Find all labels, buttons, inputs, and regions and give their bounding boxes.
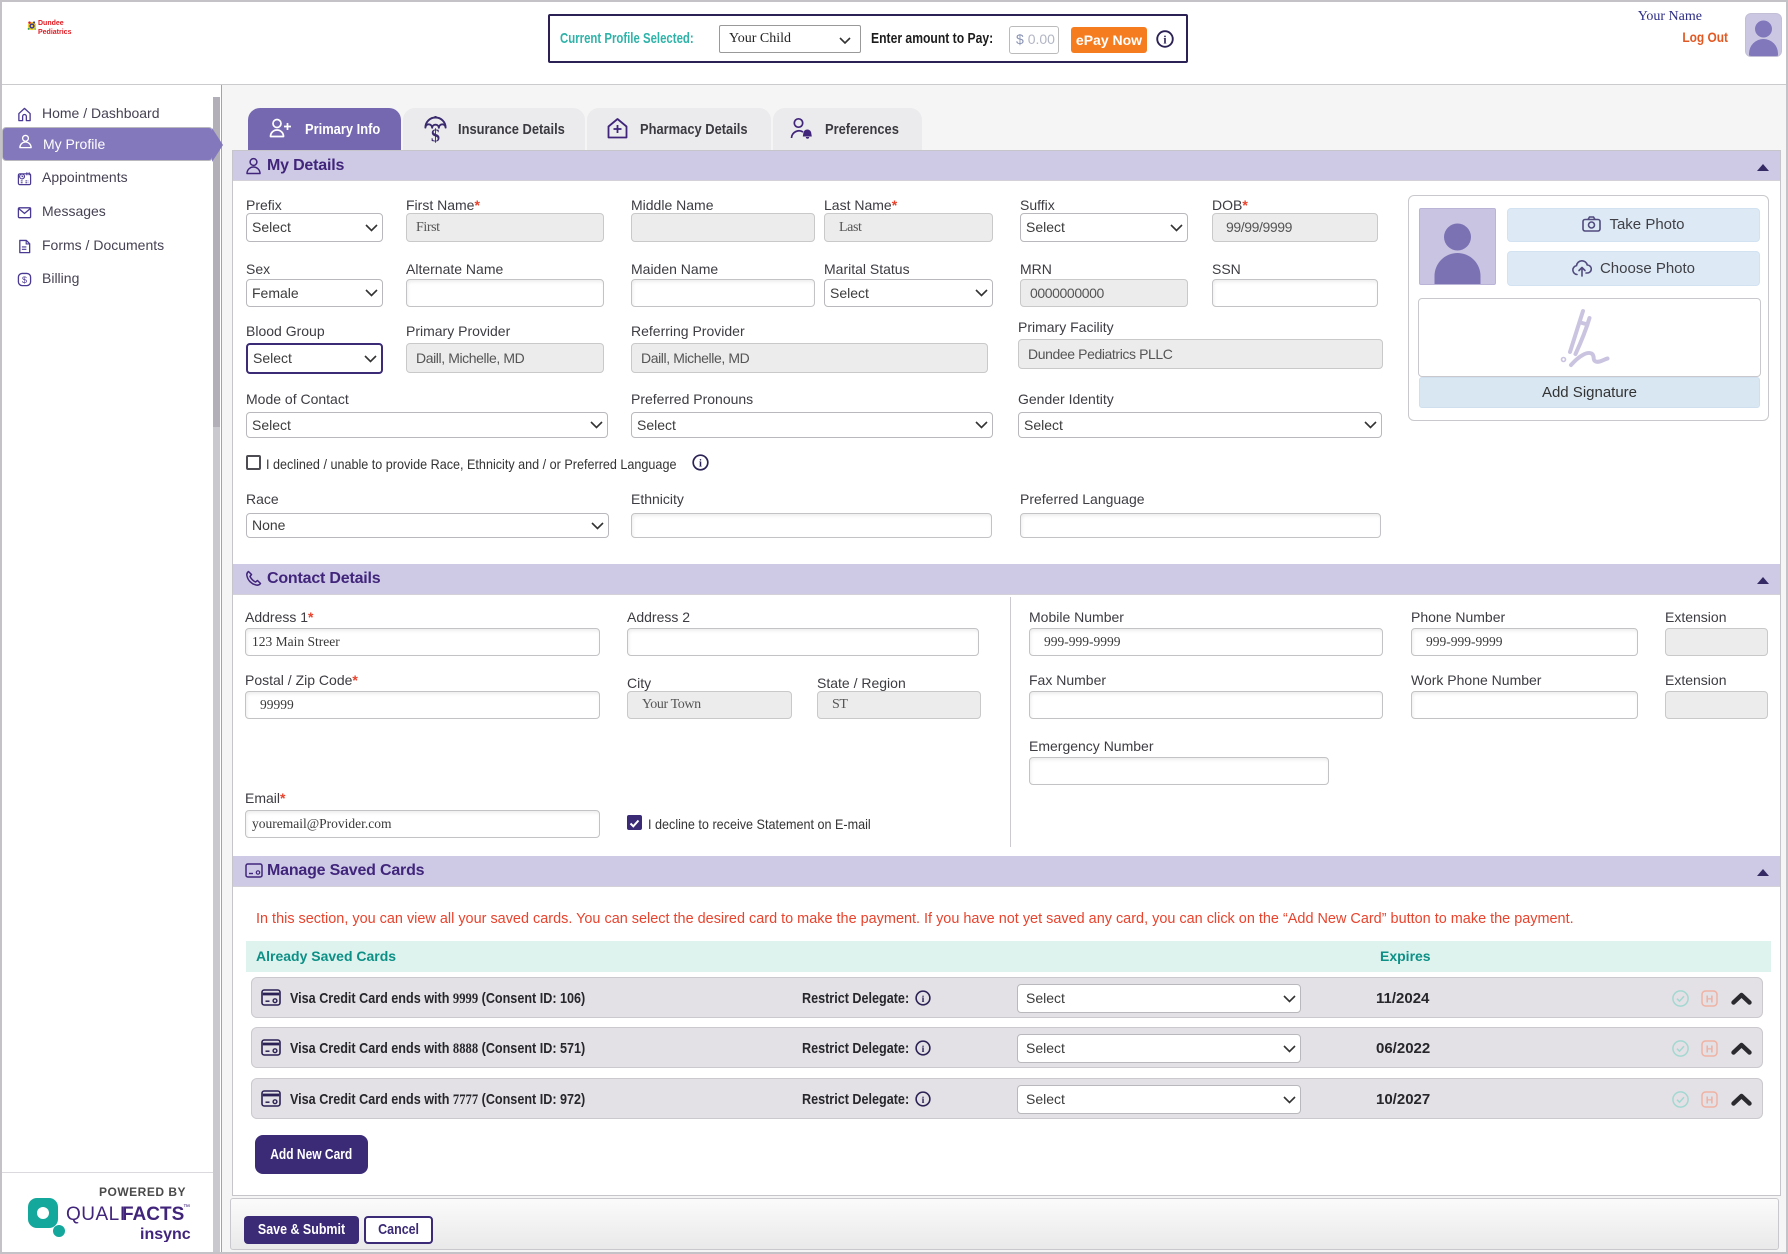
svg-text:i: i [922,1095,925,1106]
svg-text:i: i [922,1044,925,1055]
svg-text:™: ™ [183,1204,190,1211]
svg-text:i: i [1163,34,1166,46]
svg-text:i: i [699,459,702,470]
svg-text:$: $ [431,126,440,145]
svg-text:H: H [1706,1094,1714,1106]
svg-text:FACTS: FACTS [122,1204,184,1225]
svg-text:H: H [1706,1043,1714,1055]
svg-text:i: i [922,994,925,1005]
svg-text:H: H [1706,993,1714,1005]
svg-text:QUALI: QUALI [66,1204,126,1225]
svg-text:insync: insync [140,1226,191,1242]
svg-text:$: $ [22,275,27,285]
